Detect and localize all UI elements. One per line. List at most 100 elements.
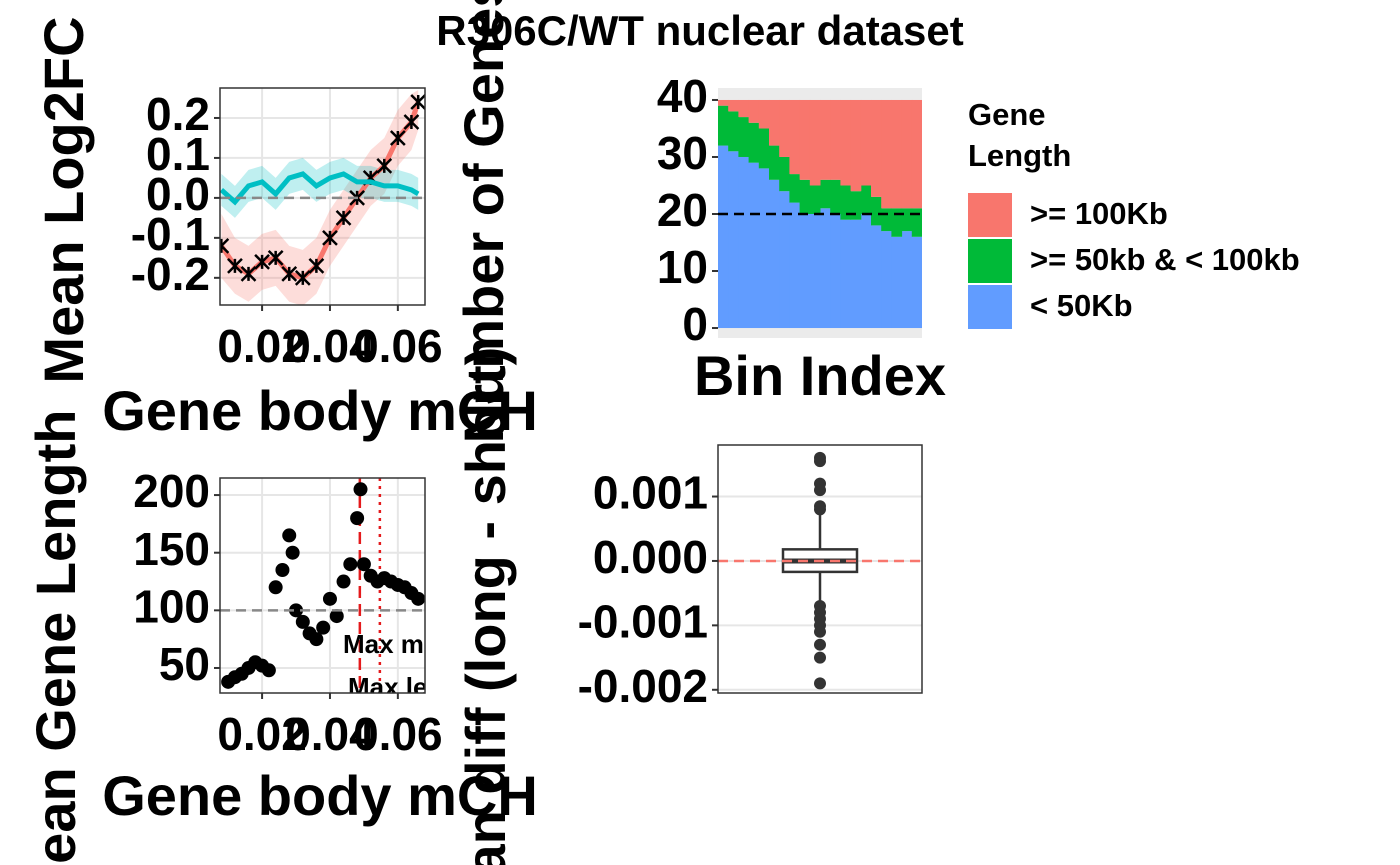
bar-segment [901, 231, 913, 329]
series-line [220, 171, 420, 206]
figure-title: R306C/WT nuclear dataset [436, 7, 964, 54]
legend-label: >= 100Kb [1030, 196, 1168, 231]
panel-border [219, 477, 426, 694]
x-axis-label: Gene body mCH [102, 764, 538, 827]
point [329, 609, 344, 624]
plot-area [718, 445, 922, 693]
star-marker [403, 114, 420, 130]
bar-segment [840, 99, 852, 186]
bar-segment [881, 208, 892, 232]
bar-segment [758, 168, 770, 329]
point [289, 603, 304, 618]
bar-segment [809, 213, 821, 329]
bar-segment [891, 99, 903, 209]
x-tick-label: 0.06 [353, 320, 443, 372]
bar-segment [891, 236, 903, 329]
star-marker [294, 269, 311, 286]
legend-key [968, 285, 1012, 329]
bar-segment [820, 99, 831, 180]
confidence-band [221, 157, 419, 218]
panel: -0.002 -0.001 0.000 0.001 Mean diff (long - … [454, 347, 923, 865]
bar-segment [748, 99, 760, 123]
bar-segment [911, 236, 922, 329]
star-marker [220, 237, 230, 254]
legend-label: >= 50kb & < 100kb [1030, 242, 1300, 277]
point [353, 482, 368, 497]
bar-segment [840, 185, 852, 220]
x-tick-label: 0.04 [285, 320, 375, 372]
x-tick-label: 0.02 [217, 708, 307, 760]
y-axis-label: Mean Gene Length [24, 410, 87, 865]
bar-segment [748, 122, 760, 163]
bar-segment [779, 156, 790, 192]
point [356, 557, 371, 572]
outlier [814, 651, 826, 664]
bar-segment [830, 99, 841, 180]
bar-segment [789, 202, 801, 329]
bar-segment [728, 151, 739, 329]
star-marker [267, 249, 284, 266]
bar-segment [769, 145, 780, 180]
bar-segment [799, 179, 811, 214]
star-marker [227, 257, 243, 274]
star-marker [376, 158, 393, 174]
bar-segment [860, 99, 872, 186]
star-marker [308, 257, 325, 274]
x-tick-label: 0.04 [285, 708, 375, 760]
star-marker [335, 209, 352, 226]
bar-segment [850, 191, 862, 220]
bar-segment [799, 213, 811, 329]
bar-segment [860, 213, 872, 329]
bar-segment [830, 213, 841, 329]
bar-segment [871, 225, 882, 329]
outlier [814, 484, 826, 497]
bar-segment [830, 179, 841, 214]
bar-segment [850, 219, 862, 329]
star-marker [254, 253, 270, 270]
point [309, 632, 324, 647]
point [261, 663, 276, 678]
bar-segment [718, 105, 729, 146]
x-axis-label: Bin Index [694, 344, 946, 407]
bar-segment [789, 174, 801, 203]
point [350, 511, 365, 526]
legend-key [968, 193, 1012, 237]
bar-segment [779, 191, 790, 329]
star-marker [410, 94, 425, 110]
outlier [814, 455, 826, 468]
x-axis-label: Gene body mCH [102, 379, 538, 442]
outlier [814, 638, 826, 651]
star-marker [389, 130, 406, 146]
bar-segment [809, 99, 821, 186]
point [275, 562, 290, 577]
point [322, 591, 337, 606]
legend-title-line: Gene [968, 97, 1046, 132]
bar-segment [871, 196, 882, 226]
bar-segment [779, 99, 790, 157]
y-axis-label: Mean Log2FC [32, 16, 95, 383]
bar-segment [850, 99, 862, 192]
bar-segment [881, 99, 892, 209]
y-tick-label: 40 [657, 70, 708, 122]
y-tick-label: 0.0 [146, 168, 210, 220]
bar-segment [728, 111, 739, 152]
y-tick-label: 50 [159, 638, 210, 690]
plot-area [718, 88, 922, 338]
y-tick-label: 200 [133, 465, 210, 517]
bar-segment [758, 99, 770, 129]
plot-area: Max mCH Max length [220, 478, 484, 702]
y-tick-label: 20 [657, 184, 708, 236]
legend-label: < 50Kb [1030, 288, 1133, 323]
bar-segment [901, 208, 913, 232]
x-tick-label: 0.02 [217, 320, 307, 372]
annotation: Max length [348, 672, 484, 702]
bar-segment [809, 185, 821, 214]
bar-segment [758, 128, 770, 169]
y-tick-label: 0.2 [146, 88, 210, 140]
bar-segment [820, 208, 831, 329]
y-tick-label: 0 [682, 298, 708, 350]
y-tick-label: 0.000 [593, 531, 708, 583]
y-tick-label: -0.001 [578, 596, 708, 648]
